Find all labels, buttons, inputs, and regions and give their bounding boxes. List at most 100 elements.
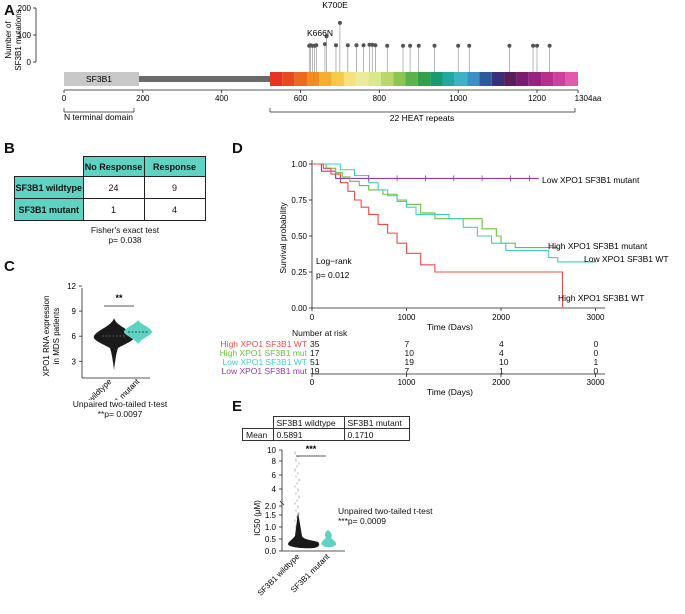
heat-repeat-box xyxy=(356,72,369,86)
mutation-point xyxy=(361,43,366,48)
panel-a-xtick: 800 xyxy=(373,94,387,103)
ic50-point xyxy=(295,476,297,478)
ic50-point xyxy=(298,479,300,481)
risk-row-label: Low XPO1 SF3B1 mut xyxy=(221,366,307,376)
mutation-point xyxy=(432,43,437,48)
risk-row-label: Low XPO1 SF3B1 WT xyxy=(222,357,307,367)
curve-high-mut xyxy=(312,163,558,249)
mutation-point xyxy=(345,43,350,48)
panel-b-caption: Fisher's exact test p= 0.038 xyxy=(70,225,180,245)
violin-wildtype xyxy=(93,318,135,370)
risk-row-label: High XPO1 SF3B1 WT xyxy=(220,339,307,349)
ic50-point xyxy=(294,469,296,471)
ic50-mean-table: SF3B1 wildtype SF3B1 mutant Mean 0.5891 … xyxy=(242,416,410,441)
col-response: Response xyxy=(143,156,206,177)
ic50-point xyxy=(295,475,297,477)
ic50-point xyxy=(297,456,299,458)
mutation-point xyxy=(337,20,342,25)
risk-cell: 0 xyxy=(593,348,599,358)
ttest-label-e: Unpaired two-tailed t-test xyxy=(338,506,433,516)
curve-high-wt xyxy=(312,163,564,308)
heat-repeat-box xyxy=(368,72,381,86)
protein-backbone xyxy=(139,76,270,82)
panel-c-violin-plot: XPO1 RNA expression in MDS patients 3 6 9 1… xyxy=(42,282,152,400)
sf3b1-domain-label: SF3B1 xyxy=(86,74,112,84)
label-high-wt: High XPO1 SF3B1 WT xyxy=(558,293,644,303)
panel-c-ytick: 6 xyxy=(72,332,77,341)
risk-cell: 0 xyxy=(593,339,599,349)
cell-mut-no: 1 xyxy=(82,198,145,221)
heat-repeat-box xyxy=(343,72,357,86)
mutation-point xyxy=(333,43,338,48)
ic50-point xyxy=(297,472,299,474)
risk-cell: 1 xyxy=(499,366,504,376)
logrank-p: p= 0.012 xyxy=(316,270,350,280)
risk-cell: 4 xyxy=(499,339,504,349)
panel-d-km-plot: Survival probability 0.00 0.25 0.50 0.75 1.0… xyxy=(278,160,669,330)
panel-a-xtick: 400 xyxy=(215,94,229,103)
ic50-point xyxy=(294,520,296,522)
violin-mutant xyxy=(124,320,152,344)
panel-letter-c: C xyxy=(4,258,15,275)
e-mean-wildtype: 0.5891 xyxy=(272,428,345,441)
heat-repeat-box xyxy=(331,72,344,86)
panel-e-ytick: 10 xyxy=(267,446,276,455)
ic50-point xyxy=(297,488,299,490)
panel-letter-d: D xyxy=(232,140,243,157)
panel-d-ytick: 1.00 xyxy=(291,160,307,169)
ic50-point xyxy=(297,490,299,492)
panel-c-ytick: 3 xyxy=(72,357,77,366)
ic50-point xyxy=(298,512,300,514)
panel-a-xtick: 1000 xyxy=(449,94,467,103)
response-table: No Response Response SF3B1 wildtype 24 9… xyxy=(14,156,206,221)
label-low-mut: Low XPO1 SF3B1 mutant xyxy=(542,175,640,185)
panel-letter-e: E xyxy=(232,398,243,415)
ic50-point xyxy=(294,485,296,487)
mutation-point xyxy=(408,43,413,48)
risk-cell: 17 xyxy=(310,348,320,358)
ic50-point xyxy=(294,519,296,521)
panel-c-caption: Unpaired two-tailed t-test **p= 0.0097 xyxy=(50,399,190,419)
ic50-point xyxy=(295,460,297,462)
ic50-point xyxy=(295,458,297,460)
e-col-wildtype: SF3B1 wildtype xyxy=(272,416,345,429)
panel-e-ytick: 4 xyxy=(272,485,277,494)
panel-a-ytick-100: 100 xyxy=(18,31,32,40)
cell-wt-yes: 9 xyxy=(143,176,206,199)
heat-repeat-box xyxy=(430,72,443,86)
panel-d-ytick: 0.75 xyxy=(291,196,307,205)
ic50-point xyxy=(294,468,296,470)
callout-k700e: K700E xyxy=(322,0,348,10)
ic50-point xyxy=(296,465,298,467)
risk-cell: 7 xyxy=(404,339,410,349)
heat-repeat-box xyxy=(306,72,320,86)
ic50-point xyxy=(298,462,300,464)
risk-row-label: High XPO1 SF3B1 mut xyxy=(219,348,307,358)
heat-repeat-box xyxy=(553,72,566,86)
heat-repeat-box xyxy=(442,72,455,86)
heat-repeat-box xyxy=(270,72,283,86)
risk-xtick: 1000 xyxy=(398,378,416,387)
ic50-point xyxy=(297,489,299,491)
panel-d-xlabel: Time (Days) xyxy=(427,322,473,330)
ic50-point xyxy=(296,516,298,518)
heat-repeat-box xyxy=(528,72,542,86)
mutation-point xyxy=(373,43,378,48)
bracket-heat-repeats: 22 HEAT repeats xyxy=(390,113,454,123)
panel-letter-b: B xyxy=(4,140,15,157)
panel-e-ytick: 8 xyxy=(272,457,277,466)
ic50-point xyxy=(295,459,297,461)
heat-repeat-box xyxy=(504,72,517,86)
panel-a-ytick-200: 200 xyxy=(18,4,32,13)
panel-a-ytick-0: 0 xyxy=(27,58,32,67)
ic50-point xyxy=(294,470,296,472)
sig-stars-e: *** xyxy=(306,444,317,454)
panel-a-xtick: 1304aa xyxy=(575,94,602,103)
cell-wt-no: 24 xyxy=(82,176,145,199)
ic50-point xyxy=(295,509,297,511)
heat-repeat-box xyxy=(380,72,394,86)
heat-repeat-box xyxy=(479,72,492,86)
risk-cell: 19 xyxy=(404,357,414,367)
heat-repeat-box xyxy=(405,72,418,86)
